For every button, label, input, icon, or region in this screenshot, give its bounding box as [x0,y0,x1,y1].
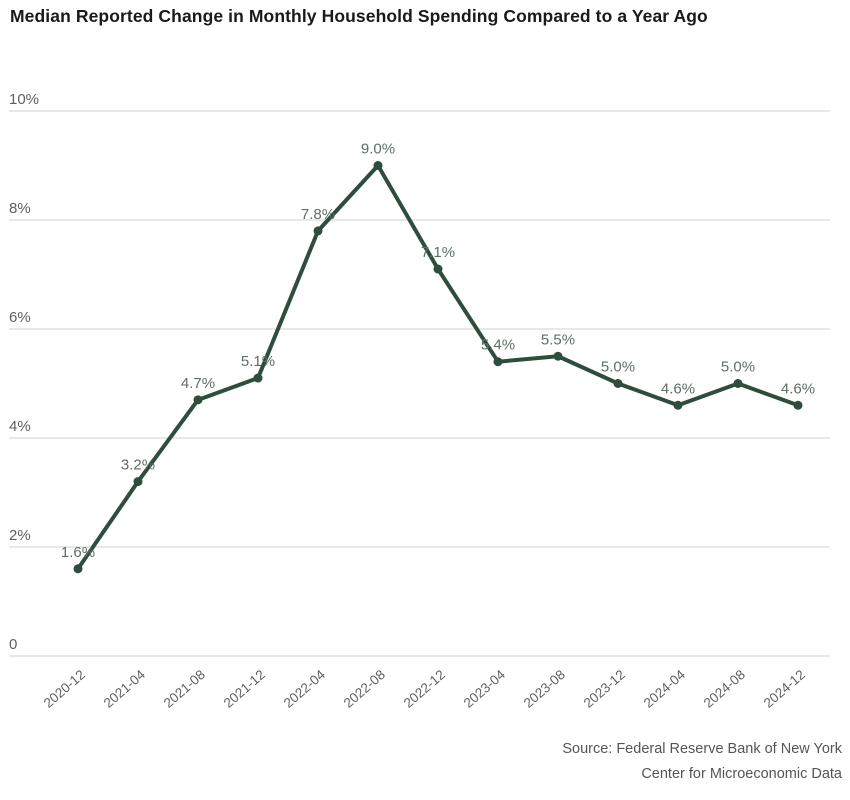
data-point-label: 1.6% [61,544,95,561]
x-axis-tick-label: 2022-12 [401,667,448,711]
x-axis-tick-label: 2021-08 [161,667,208,711]
source-note: Source: Federal Reserve Bank of New York… [562,737,842,787]
data-point-label: 7.1% [421,244,455,261]
y-axis-tick-label: 6% [9,309,31,326]
data-point-label: 5.4% [481,337,515,354]
y-axis-tick-label: 0 [9,636,17,653]
data-point-label: 5.0% [601,359,635,376]
x-axis-tick-label: 2020-12 [41,667,88,711]
x-axis-tick-label: 2023-08 [521,667,568,711]
data-point-label: 5.1% [241,353,275,370]
data-point [313,226,323,236]
data-point-label: 7.8% [301,206,335,223]
data-point [133,477,143,487]
data-point-label: 3.2% [121,457,155,474]
source-line-2: Center for Microeconomic Data [641,766,842,782]
data-point [373,161,383,170]
x-axis-tick-label: 2021-12 [221,667,268,711]
chart-title: Median Reported Change in Monthly Househ… [10,6,708,26]
y-axis-tick-label: 10% [9,91,39,108]
x-axis-tick-label: 2023-04 [461,667,509,711]
data-point-label: 5.5% [541,331,575,348]
data-point [673,400,683,410]
data-point [553,351,563,361]
data-point [253,373,263,383]
y-axis-tick-label: 8% [9,200,31,217]
x-axis-tick-label: 2024-08 [701,667,748,711]
data-point-label: 4.6% [661,380,695,397]
source-line-1: Source: Federal Reserve Bank of New York [562,741,842,757]
data-point [193,395,203,405]
data-point [733,379,743,388]
x-axis-tick-label: 2024-04 [641,667,689,711]
x-axis-tick-label: 2024-12 [761,667,808,711]
y-axis-tick-label: 2% [9,527,31,544]
data-point [433,264,443,274]
data-point [613,379,623,388]
x-axis-tick-label: 2022-08 [341,667,388,711]
data-point [793,400,803,410]
x-axis-tick-label: 2021-04 [101,667,149,711]
series-line [76,163,800,571]
data-point [493,357,503,367]
data-point [73,564,83,574]
data-point-label: 4.7% [181,375,215,392]
x-axis-tick-label: 2022-04 [281,667,329,711]
data-point-label: 9.0% [361,141,395,158]
data-point-label: 4.6% [781,380,815,397]
y-axis-tick-label: 4% [9,418,31,435]
x-axis-tick-label: 2023-12 [581,667,628,711]
data-point-label: 5.0% [721,359,755,376]
